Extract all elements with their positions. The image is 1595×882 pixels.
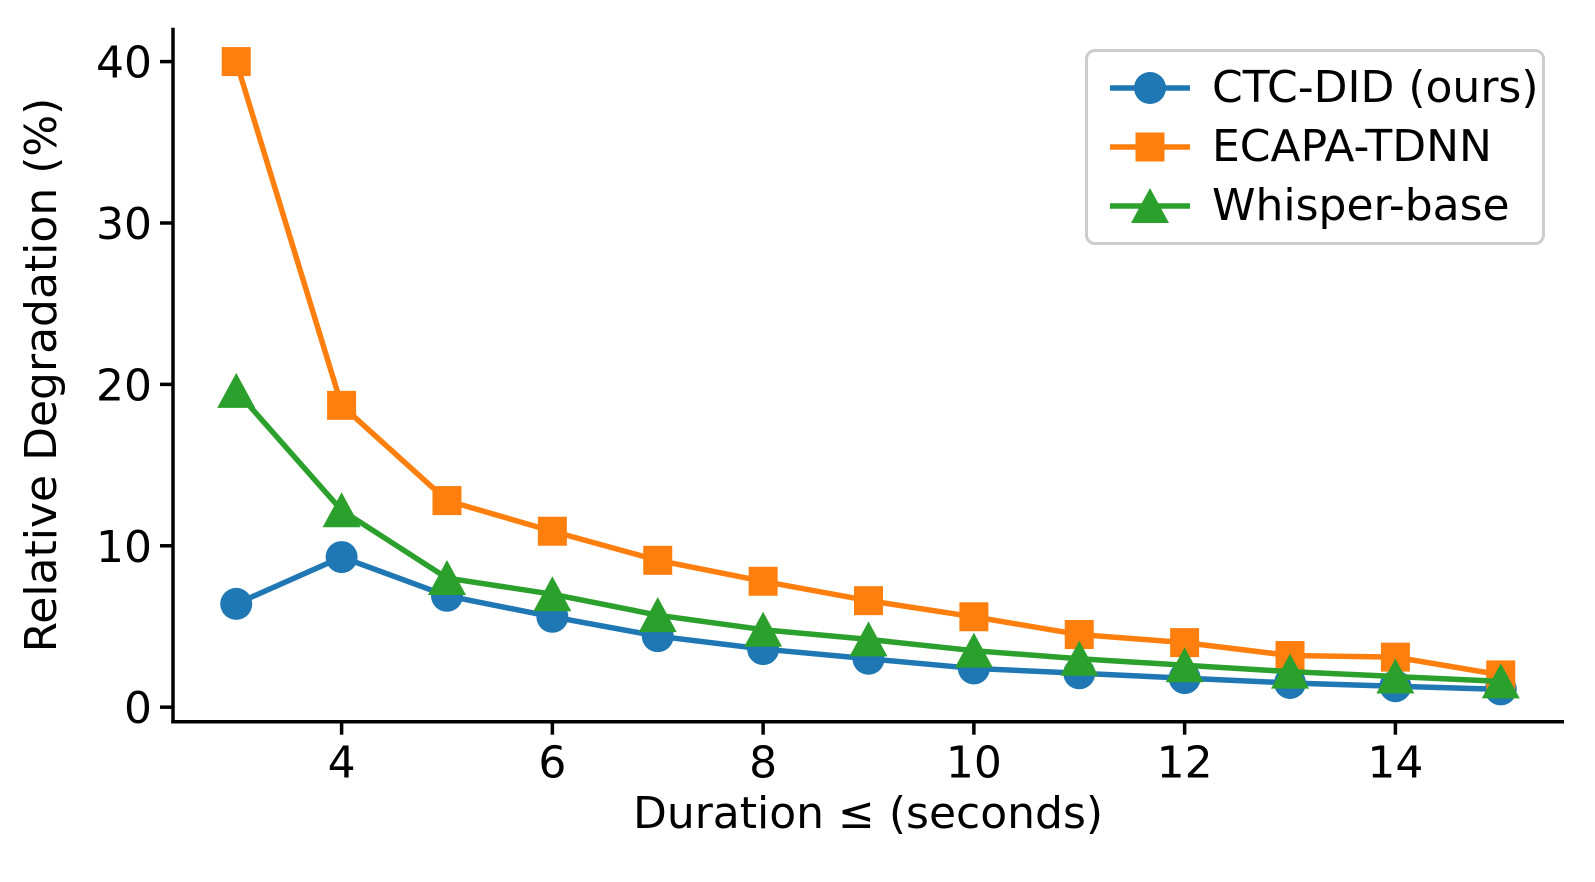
series-ecapa-tdnn-square-marker [221,47,251,77]
y-tick-label: 40 [96,38,152,89]
x-tick-label: 6 [538,738,566,789]
legend-glyph-0 [1110,71,1190,104]
legend-circle-marker [1134,71,1166,104]
legend-square-marker [1135,132,1165,162]
legend: CTC-DID (ours) ECAPA-TDNN Whisper-base [1085,49,1545,245]
series-whisper-base-triangle-marker [1376,658,1415,694]
series-ecapa-tdnn-square-marker [643,545,673,575]
series-whisper-base-triangle-marker [849,621,888,657]
series-whisper-base-triangle-marker [1165,647,1204,683]
series-whisper-base-triangle-marker [322,492,361,528]
y-axis-label: Relative Degradation (%) [16,98,67,653]
series-whisper-base-triangle-marker [744,611,783,647]
series-whisper-base-triangle-marker [1481,663,1520,699]
series-ecapa-tdnn-square-marker [748,566,778,596]
series-whisper-base-triangle-marker [533,576,572,612]
series-whisper-base-triangle-marker [427,560,466,596]
x-tick-label: 14 [1367,738,1423,789]
legend-item: ECAPA-TDNN [1108,119,1542,175]
legend-item: CTC-DID (ours) [1108,60,1542,116]
legend-triangle-marker [1131,188,1169,224]
y-tick-label: 0 [124,683,152,734]
series-ctc-did-ours-circle-marker [220,587,253,620]
series-whisper-base-triangle-marker [1060,640,1099,676]
x-tick-label: 12 [1157,738,1213,789]
x-tick-label: 10 [946,738,1002,789]
series-whisper-base-triangle-marker [1271,653,1310,689]
legend-glyph-2 [1110,188,1190,224]
legend-item: Whisper-base [1108,178,1542,234]
x-axis-label: Duration ≤ (seconds) [633,788,1103,839]
legend-label: Whisper-base [1212,180,1510,232]
legend-label: CTC-DID (ours) [1212,61,1539,113]
y-tick-label: 30 [96,199,152,250]
legend-label: ECAPA-TDNN [1212,120,1492,172]
series-ecapa-tdnn-square-marker [854,586,883,616]
series-whisper-base-triangle-marker [954,632,993,668]
y-tick-label: 20 [96,360,152,411]
series-whisper-base-triangle-marker [217,372,256,408]
series-ctc-did-ours-circle-marker [325,541,358,574]
x-tick-label: 8 [749,738,777,789]
plot-area: 4 6 8 10 12 14 0 10 20 30 40 [96,27,1564,789]
series-ecapa-tdnn-square-marker [432,486,462,516]
series-ecapa-tdnn-square-marker [537,516,567,546]
x-tick-label: 4 [328,738,356,789]
series-ecapa-tdnn-square-marker [327,390,357,420]
series-ecapa-tdnn-square-marker [959,602,989,632]
legend-glyph-1 [1110,132,1190,162]
series-whisper-base-triangle-marker [638,597,677,633]
y-tick-label: 10 [96,522,152,573]
